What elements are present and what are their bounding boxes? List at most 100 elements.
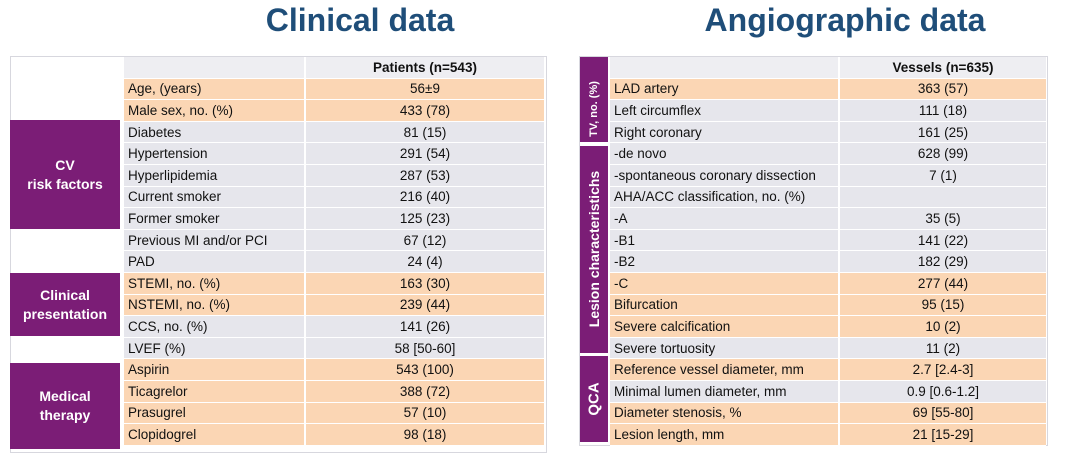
row-label: Severe calcification [610,316,840,338]
row-value: 161 (25) [840,121,1046,144]
table-row: Hyperlipidemia 287 (53) [124,164,544,187]
table-row: Current smoker 216 (40) [124,186,544,209]
row-value: 277 (44) [840,272,1046,295]
angio-header-blank [610,57,840,79]
clinical-header-row: Patients (n=543) [124,57,544,79]
row-value: 291 (54) [306,143,544,165]
therapy-label: therapy [39,407,91,423]
table-row: Left circumflex 111 (18) [610,100,1046,122]
clinical-table-frame [10,56,547,453]
table-row: Reference vessel diameter, mm 2.7 [2.4-3] [610,359,1046,381]
tv-group: TV, no. (%) [580,57,608,142]
row-label: Reference vessel diameter, mm [610,359,840,381]
row-label: Bifurcation [610,294,840,317]
row-label: -spontaneous coronary dissection [610,164,840,187]
row-value: 81 (15) [306,121,544,144]
lesion-characteristics-group: Lesion characteristichs [580,146,608,353]
table-row: NSTEMI, no. (%) 239 (44) [124,294,544,317]
row-label: Severe tortuosity [610,337,840,360]
row-value: 216 (40) [306,186,544,209]
clinical-data-table: Patients (n=543) Age, (years) 56±9 Male s… [124,57,544,446]
row-label: Diameter stenosis, % [610,402,840,425]
table-row: PAD 24 (4) [124,251,544,273]
row-value: 11 (2) [840,337,1046,360]
row-value: 24 (4) [306,251,544,273]
row-value: 433 (78) [306,100,544,122]
row-label: STEMI, no. (%) [124,272,306,295]
row-value: 388 (72) [306,380,544,403]
row-label: Left circumflex [610,100,840,122]
row-label: NSTEMI, no. (%) [124,294,306,317]
table-row: Bifurcation 95 (15) [610,294,1046,317]
table-row: -B1 141 (22) [610,229,1046,252]
table-row: Severe calcification 10 (2) [610,316,1046,338]
row-label: Aspirin [124,359,306,381]
table-row: -C 277 (44) [610,272,1046,295]
row-value: 0.9 [0.6-1.2] [840,380,1046,403]
row-label: -B1 [610,229,840,252]
row-value: 57 (10) [306,402,544,425]
row-value: 163 (30) [306,272,544,295]
row-value: 7 (1) [840,164,1046,187]
row-value: 95 (15) [840,294,1046,317]
row-label: Hyperlipidemia [124,164,306,187]
row-label: -B2 [610,251,840,273]
row-label: Previous MI and/or PCI [124,229,306,252]
row-value: 628 (99) [840,143,1046,165]
table-row: -de novo 628 (99) [610,143,1046,165]
table-row: Severe tortuosity 11 (2) [610,337,1046,360]
table-row: Clopidogrel 98 (18) [124,424,544,446]
table-row: Aspirin 543 (100) [124,359,544,381]
row-value: 125 (23) [306,208,544,230]
row-value: 239 (44) [306,294,544,317]
clinical-label: Clinical [40,286,90,303]
risk-factors-label: risk factors [27,175,103,192]
row-label: PAD [124,251,306,273]
table-row: Age, (years) 56±9 [124,78,544,101]
row-label: -A [610,208,840,230]
row-value: 363 (57) [840,78,1046,101]
row-label: Age, (years) [124,78,306,101]
row-label: Diabetes [124,121,306,144]
row-value: 182 (29) [840,251,1046,273]
row-value: 287 (53) [306,164,544,187]
row-label: LAD artery [610,78,840,101]
table-row: Lesion length, mm 21 [15-29] [610,424,1046,446]
row-value: 141 (22) [840,229,1046,252]
vessels-header: Vessels (n=635) [840,57,1046,79]
clinical-header-blank [124,57,306,79]
angio-header-row: Vessels (n=635) [610,57,1046,79]
medical-label: Medical [39,388,91,404]
row-label: Former smoker [124,208,306,230]
row-label: Lesion length, mm [610,424,840,446]
row-label: AHA/ACC classification, no. (%) [610,186,840,209]
row-label: Prasugrel [124,402,306,425]
presentation-label: presentation [22,305,107,322]
row-value: 56±9 [306,78,544,101]
row-label: Right coronary [610,121,840,144]
table-row: -B2 182 (29) [610,251,1046,273]
table-row: LVEF (%) 58 [50-60] [124,337,544,360]
cv-risk-factors-group: CV risk factors [10,120,120,229]
patients-header: Patients (n=543) [306,57,544,79]
row-label: Hypertension [124,143,306,165]
row-label: Clopidogrel [124,424,306,446]
row-value: 10 (2) [840,316,1046,338]
lesion-characteristics-label: Lesion characteristichs [586,170,602,328]
table-row: Male sex, no. (%) 433 (78) [124,100,544,122]
table-row: Hypertension 291 (54) [124,143,544,165]
row-label: Male sex, no. (%) [124,100,306,122]
angiographic-data-table: Vessels (n=635) LAD artery 363 (57) Left … [610,57,1046,446]
qca-label: QCA [585,382,603,416]
row-label: Current smoker [124,186,306,209]
row-value: 543 (100) [306,359,544,381]
table-row: AHA/ACC classification, no. (%) [610,186,1046,209]
angiographic-data-title: Angiographic data [704,2,986,38]
table-row: Diabetes 81 (15) [124,121,544,144]
row-value: 111 (18) [840,100,1046,122]
qca-group: QCA [580,356,608,442]
row-value: 58 [50-60] [306,337,544,360]
table-row: CCS, no. (%) 141 (26) [124,316,544,338]
table-row: Minimal lumen diameter, mm 0.9 [0.6-1.2] [610,380,1046,403]
row-label: Ticagrelor [124,380,306,403]
